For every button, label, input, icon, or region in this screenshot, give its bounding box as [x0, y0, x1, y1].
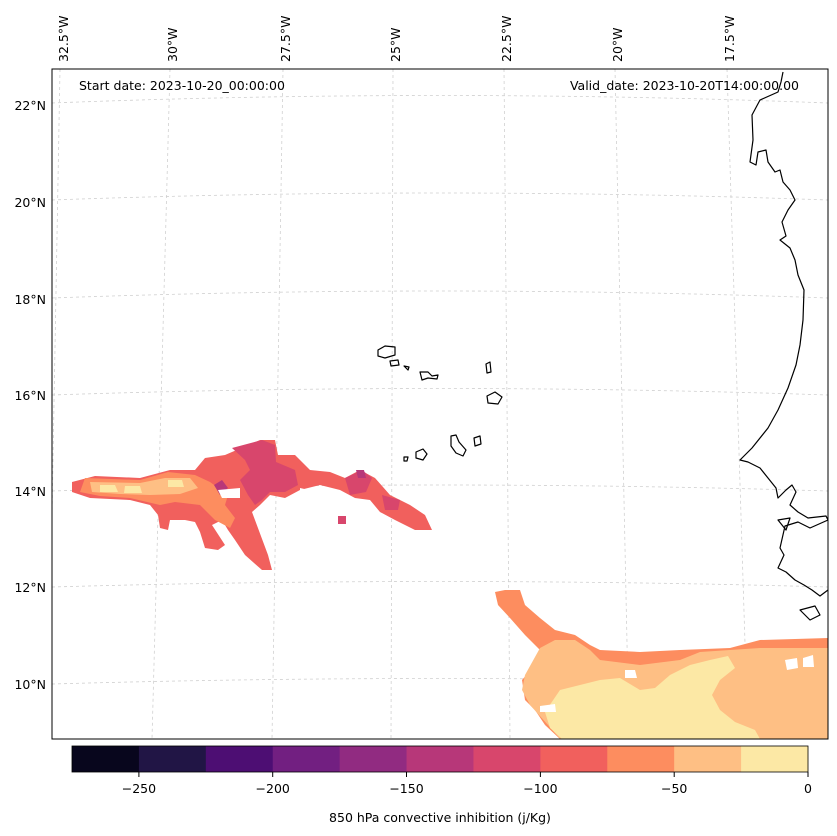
africa-coastline — [739, 71, 828, 621]
lat-label: 16°N — [14, 388, 46, 403]
map-frame-bg — [52, 69, 828, 739]
colorbar-swatch — [674, 746, 742, 772]
contour-fill-neg25-0 — [545, 656, 760, 739]
lon-label: 25°W — [388, 27, 403, 62]
lat-label: 18°N — [14, 292, 46, 307]
colorbar-tick-label: −100 — [523, 781, 557, 796]
gridline-lon — [726, 69, 749, 739]
gridline-lat — [52, 192, 828, 201]
lat-label: 12°N — [14, 580, 46, 595]
lon-label: 32.5°W — [56, 16, 71, 62]
colorbar-tick-label: 0 — [804, 781, 812, 796]
island-santa-luzia — [403, 365, 410, 371]
island-fogo — [415, 448, 428, 461]
colorbar-swatch — [138, 746, 207, 772]
colorbar-ticks: −250 −200 −150 −100 −50 0 — [122, 772, 812, 796]
lon-label: 20°W — [610, 27, 625, 62]
colorbar-swatch — [540, 746, 608, 772]
colorbar-border — [71, 745, 809, 773]
gridline-lat — [52, 581, 828, 588]
lon-label: 22.5°W — [499, 16, 514, 62]
lon-label: 17.5°W — [722, 16, 737, 62]
map-content — [52, 69, 828, 739]
gridline-lon — [503, 69, 511, 739]
gridline-lat — [52, 678, 828, 685]
coastlines — [377, 71, 828, 621]
valid-date-label: Valid_date: 2023-10-20T14:00:00.00 — [570, 78, 799, 93]
colorbar-swatches — [72, 746, 809, 772]
colorbar-tick-label: −250 — [122, 781, 156, 796]
island-brava — [403, 456, 409, 462]
colorbar-swatch — [72, 746, 140, 772]
map-frame-border — [51, 68, 829, 740]
colorbar-swatch — [473, 746, 541, 772]
contour-fill-neg125-neg100 — [232, 440, 400, 510]
gridline-lon — [390, 69, 394, 739]
gridline-lon — [614, 69, 630, 739]
west-band-contours — [72, 440, 432, 570]
colorbar-swatch — [339, 746, 408, 772]
gridline-lat — [52, 95, 828, 104]
lat-label: 14°N — [14, 484, 46, 499]
graticule — [52, 69, 828, 739]
latitude-labels: 22°N 20°N 18°N 16°N 14°N 12°N 10°N — [14, 98, 46, 692]
island-sal — [485, 361, 492, 374]
lat-label: 22°N — [14, 98, 46, 113]
contour-hole — [540, 655, 814, 712]
gridline-lon — [151, 69, 171, 739]
colorbar: −250 −200 −150 −100 −50 0 850 hPa convec… — [71, 745, 812, 825]
colorbar-swatch — [406, 746, 474, 772]
colorbar-tick-label: −150 — [389, 781, 423, 796]
southeast-plume-contours — [495, 590, 828, 739]
colorbar-tick-label: −200 — [256, 781, 290, 796]
island-boa-vista — [486, 391, 503, 405]
lon-label: 27.5°W — [278, 16, 293, 62]
start-date-label: Start date: 2023-10-20_00:00:00 — [79, 78, 285, 93]
lat-label: 10°N — [14, 677, 46, 692]
contour-fill-neg25-0 — [100, 480, 184, 493]
contour-hole — [218, 488, 318, 500]
gridline-lat — [52, 290, 828, 299]
island-santiago — [450, 434, 467, 457]
colorbar-swatch — [272, 746, 341, 772]
colorbar-tick-label: −50 — [661, 781, 687, 796]
contour-fill-neg100-neg75 — [72, 440, 432, 570]
island-sao-vicente — [389, 359, 400, 367]
island-maio — [473, 435, 482, 447]
island-sao-nicolau — [419, 371, 439, 381]
lon-label: 30°W — [165, 27, 180, 62]
colorbar-swatch — [741, 746, 809, 772]
gridline-lat — [52, 388, 828, 396]
colorbar-label: 850 hPa convective inhibition (j/Kg) — [329, 810, 551, 825]
colorbar-swatch — [205, 746, 274, 772]
lat-label: 20°N — [14, 195, 46, 210]
island-santo-antao — [377, 345, 396, 359]
longitude-labels: 32.5°W 30°W 27.5°W 25°W 22.5°W 20°W 17.5… — [56, 16, 737, 62]
contour-fill-isolated — [338, 516, 346, 524]
gridline-lon — [271, 69, 284, 739]
colorbar-swatch — [607, 746, 675, 772]
